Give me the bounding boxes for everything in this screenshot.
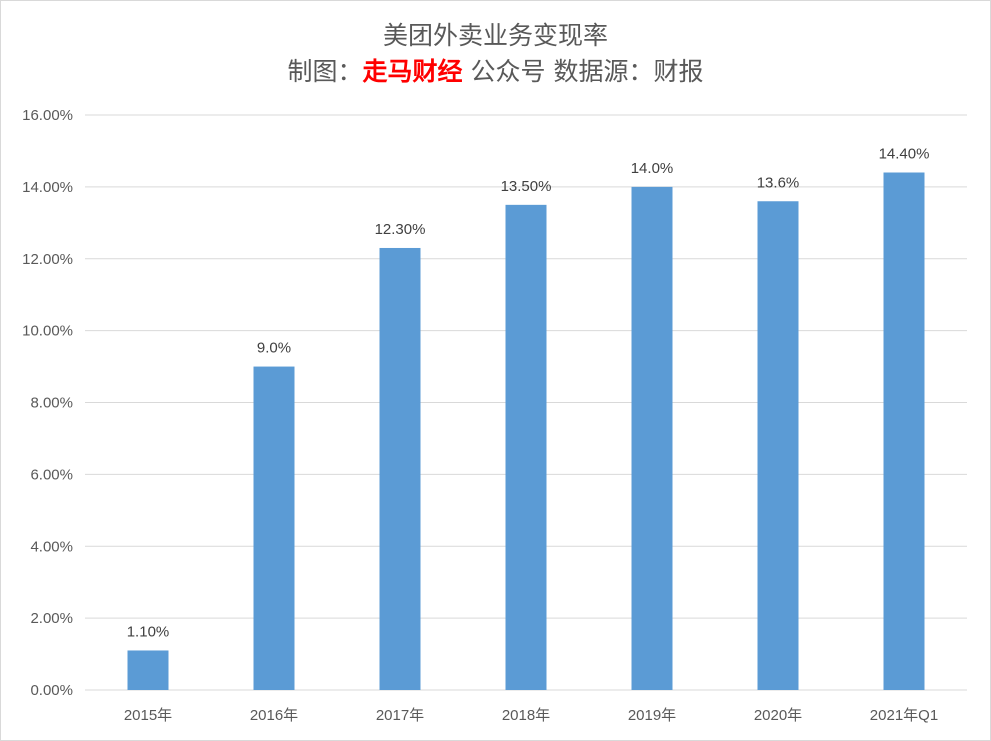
- bar: [631, 186, 673, 690]
- y-tick-label: 12.00%: [22, 251, 73, 268]
- y-tick-label: 4.00%: [30, 538, 73, 555]
- bar: [379, 247, 421, 690]
- y-tick-label: 16.00%: [22, 107, 73, 124]
- y-tick-label: 10.00%: [22, 323, 73, 340]
- x-tick-label: 2016年: [250, 707, 298, 724]
- bar: [757, 201, 799, 690]
- y-tick-label: 2.00%: [30, 610, 73, 627]
- data-label: 12.30%: [375, 221, 426, 238]
- bar: [505, 204, 547, 690]
- x-tick-label: 2019年: [628, 707, 676, 724]
- x-tick-label: 2015年: [124, 707, 172, 724]
- x-tick-label: 2021年Q1: [870, 707, 938, 724]
- data-label: 1.10%: [127, 623, 170, 640]
- x-tick-label: 2020年: [754, 707, 802, 724]
- data-label: 9.0%: [257, 340, 291, 357]
- data-label: 14.0%: [631, 160, 674, 177]
- data-label: 14.40%: [879, 146, 930, 163]
- y-tick-label: 8.00%: [30, 395, 73, 412]
- subtitle-suffix: 公众号 数据源：财报: [462, 57, 704, 86]
- y-tick-label: 6.00%: [30, 466, 73, 483]
- data-label: 13.6%: [757, 174, 800, 191]
- x-tick-label: 2017年: [376, 707, 424, 724]
- y-tick-label: 0.00%: [30, 682, 73, 699]
- bar: [883, 172, 925, 690]
- data-label: 13.50%: [501, 178, 552, 195]
- x-tick-label: 2018年: [502, 707, 550, 724]
- subtitle-prefix: 制图：: [287, 57, 363, 86]
- bar: [127, 650, 169, 690]
- chart-subtitle: 制图：走马财经 公众号 数据源：财报: [0, 52, 991, 88]
- chart-title: 美团外卖业务变现率: [382, 21, 608, 50]
- y-tick-label: 14.00%: [22, 179, 73, 196]
- bar: [253, 366, 295, 690]
- subtitle-brand: 走马财经: [362, 57, 463, 86]
